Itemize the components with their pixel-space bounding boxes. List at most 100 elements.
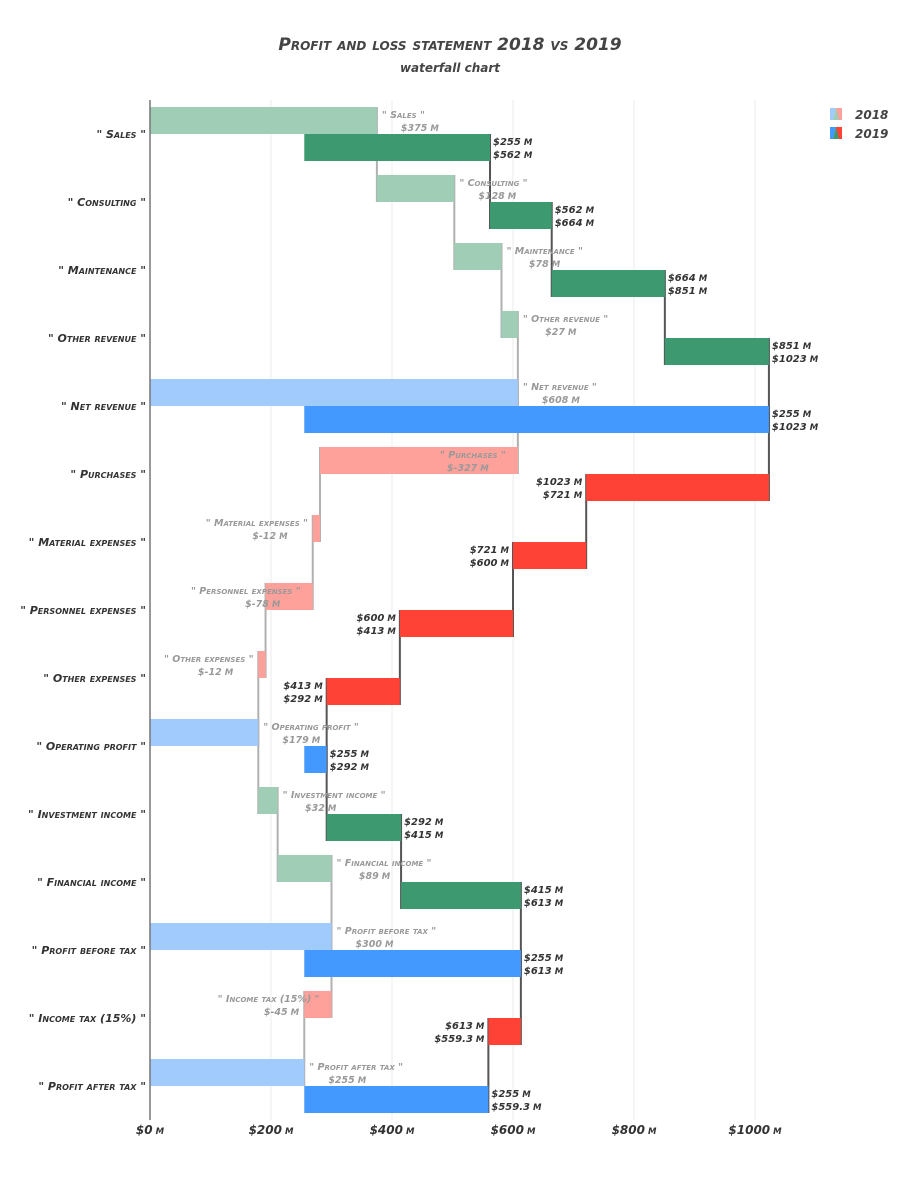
bar-2019-label-start: $562 M — [555, 205, 595, 216]
bar-2019 — [488, 1018, 521, 1045]
bar-2019 — [304, 1086, 489, 1113]
category-label: " Financial income " — [37, 876, 146, 889]
bar-2018-name-label: " Net revenue " — [523, 382, 597, 393]
bar-2019-label-start: $255 M — [524, 953, 564, 964]
bar-2019-label-start: $255 M — [772, 409, 812, 420]
bar-2018-value-label: $179 M — [282, 735, 320, 746]
category-label: " Income tax (15%) " — [29, 1012, 146, 1025]
bar-labels: " Sales " $375 M $255 M $562 M " Consulting " $1… — [164, 110, 819, 1113]
bar-2018 — [304, 991, 332, 1018]
x-tick-label: $0 M — [136, 1123, 165, 1137]
category-label: " Personnel expenses " — [20, 604, 146, 617]
legend-swatch-totals — [830, 127, 836, 139]
x-tick-label: $600 M — [491, 1123, 536, 1137]
bar-2019-label-end: $562 M — [493, 150, 533, 161]
chart-subtitle: waterfall chart — [400, 61, 501, 75]
bar-2018 — [258, 787, 278, 814]
category-label: " Purchases " — [70, 468, 146, 481]
category-label: " Net revenue " — [61, 400, 146, 413]
category-label: " Consulting " — [68, 196, 146, 209]
bar-2018-value-label: $-78 M — [245, 599, 281, 610]
bar-2019-label-end: $600 M — [470, 558, 510, 569]
bar-2019-label-end: $851 M — [668, 286, 708, 297]
x-tick-label: $800 M — [612, 1123, 657, 1137]
bar-2018-name-label: " Financial income " — [337, 858, 432, 869]
bar-2018-name-label: " Consulting " — [459, 178, 527, 189]
bar-2018 — [258, 651, 266, 678]
bar-2018-value-label: $300 M — [356, 939, 394, 950]
bar-2018-name-label: " Other revenue " — [523, 314, 608, 325]
category-label: " Profit before tax " — [32, 944, 146, 957]
bar-2018-value-label: $255 M — [328, 1075, 366, 1086]
category-label: " Investment income " — [28, 808, 146, 821]
bar-2019 — [551, 270, 665, 297]
bar-2018-name-label: " Profit before tax " — [337, 926, 437, 937]
bar-2018-value-label: $375 M — [401, 123, 439, 134]
bar-2018-name-label: " Personnel expenses " — [191, 586, 301, 597]
bar-2019-label-start: $292 M — [404, 817, 444, 828]
category-label: " Sales " — [96, 128, 146, 141]
bar-2019-label-start: $255 M — [493, 137, 533, 148]
bar-2018-name-label: " Maintenance " — [507, 246, 584, 257]
bar-2019-label-end: $559.3 M — [434, 1034, 485, 1045]
category-label: " Maintenance " — [58, 264, 146, 277]
legend[interactable]: 2018 2019 — [830, 108, 888, 141]
legend-item-2018[interactable]: 2018 — [830, 108, 888, 122]
bar-2019 — [586, 474, 769, 501]
category-label: " Other revenue " — [48, 332, 146, 345]
bar-2018 — [150, 719, 259, 746]
bar-2018-value-label: $-12 M — [198, 667, 234, 678]
legend-swatch-decrease — [836, 127, 842, 139]
legend-item-2019[interactable]: 2019 — [830, 127, 888, 141]
bar-2019-label-end: $664 M — [555, 218, 595, 229]
bar-2019-label-end: $721 M — [543, 490, 583, 501]
bar-2019 — [513, 542, 587, 569]
bar-2019-label-end: $292 M — [330, 762, 370, 773]
category-label: " Other expenses " — [43, 672, 146, 685]
x-tick-label: $200 M — [249, 1123, 294, 1137]
bar-2019-label-start: $415 M — [524, 885, 564, 896]
bar-2018-value-label: $-45 M — [264, 1007, 300, 1018]
bar-2018 — [150, 1059, 305, 1086]
bar-2018-value-label: $32 M — [305, 803, 337, 814]
x-tick-label: $400 M — [370, 1123, 415, 1137]
bar-2019-label-end: $415 M — [404, 830, 444, 841]
category-label: " Operating profit " — [36, 740, 146, 753]
bar-2019-label-start: $255 M — [491, 1089, 531, 1100]
bar-2018-name-label: " Profit after tax " — [309, 1062, 403, 1073]
bar-2019-label-start: $613 M — [445, 1021, 485, 1032]
bar-2018 — [277, 855, 332, 882]
legend-swatch-decrease — [836, 108, 842, 120]
legend-label: 2018 — [855, 108, 888, 122]
bar-2019 — [326, 814, 402, 841]
bar-2019-label-end: $413 M — [357, 626, 397, 637]
bar-2019-label-start: $721 M — [470, 545, 510, 556]
bar-2019-label-start: $413 M — [283, 681, 323, 692]
bar-2019-label-end: $613 M — [524, 966, 564, 977]
bar-2019 — [490, 202, 552, 229]
bar-2019-label-end: $292 M — [283, 694, 323, 705]
bar-2019 — [664, 338, 769, 365]
bar-2018-name-label: " Sales " — [382, 110, 425, 121]
bar-2018 — [454, 243, 502, 270]
category-labels: " Sales " " Consulting " " Maintenance " " … — [20, 128, 146, 1093]
category-label: " Material expenses " — [29, 536, 146, 549]
bar-2018-value-label: $27 M — [545, 327, 577, 338]
bar-2019 — [304, 134, 491, 161]
bar-2018-name-label: " Operating profit " — [263, 722, 359, 733]
bar-2018-value-label: $-12 M — [252, 531, 288, 542]
bar-2018 — [376, 175, 455, 202]
bars — [150, 107, 769, 1113]
bar-2018-name-label: " Other expenses " — [164, 654, 254, 665]
x-tick-label: $1000 M — [728, 1123, 782, 1137]
bar-2019 — [326, 678, 400, 705]
legend-label: 2019 — [855, 127, 888, 141]
bar-2018 — [320, 447, 518, 474]
bar-2019-label-end: $1023 M — [772, 354, 819, 365]
bar-2019-label-start: $851 M — [772, 341, 812, 352]
bar-2019-label-start: $664 M — [668, 273, 708, 284]
bar-2018 — [501, 311, 518, 338]
bar-2018-value-label: $128 M — [478, 191, 516, 202]
bar-2018 — [150, 923, 332, 950]
